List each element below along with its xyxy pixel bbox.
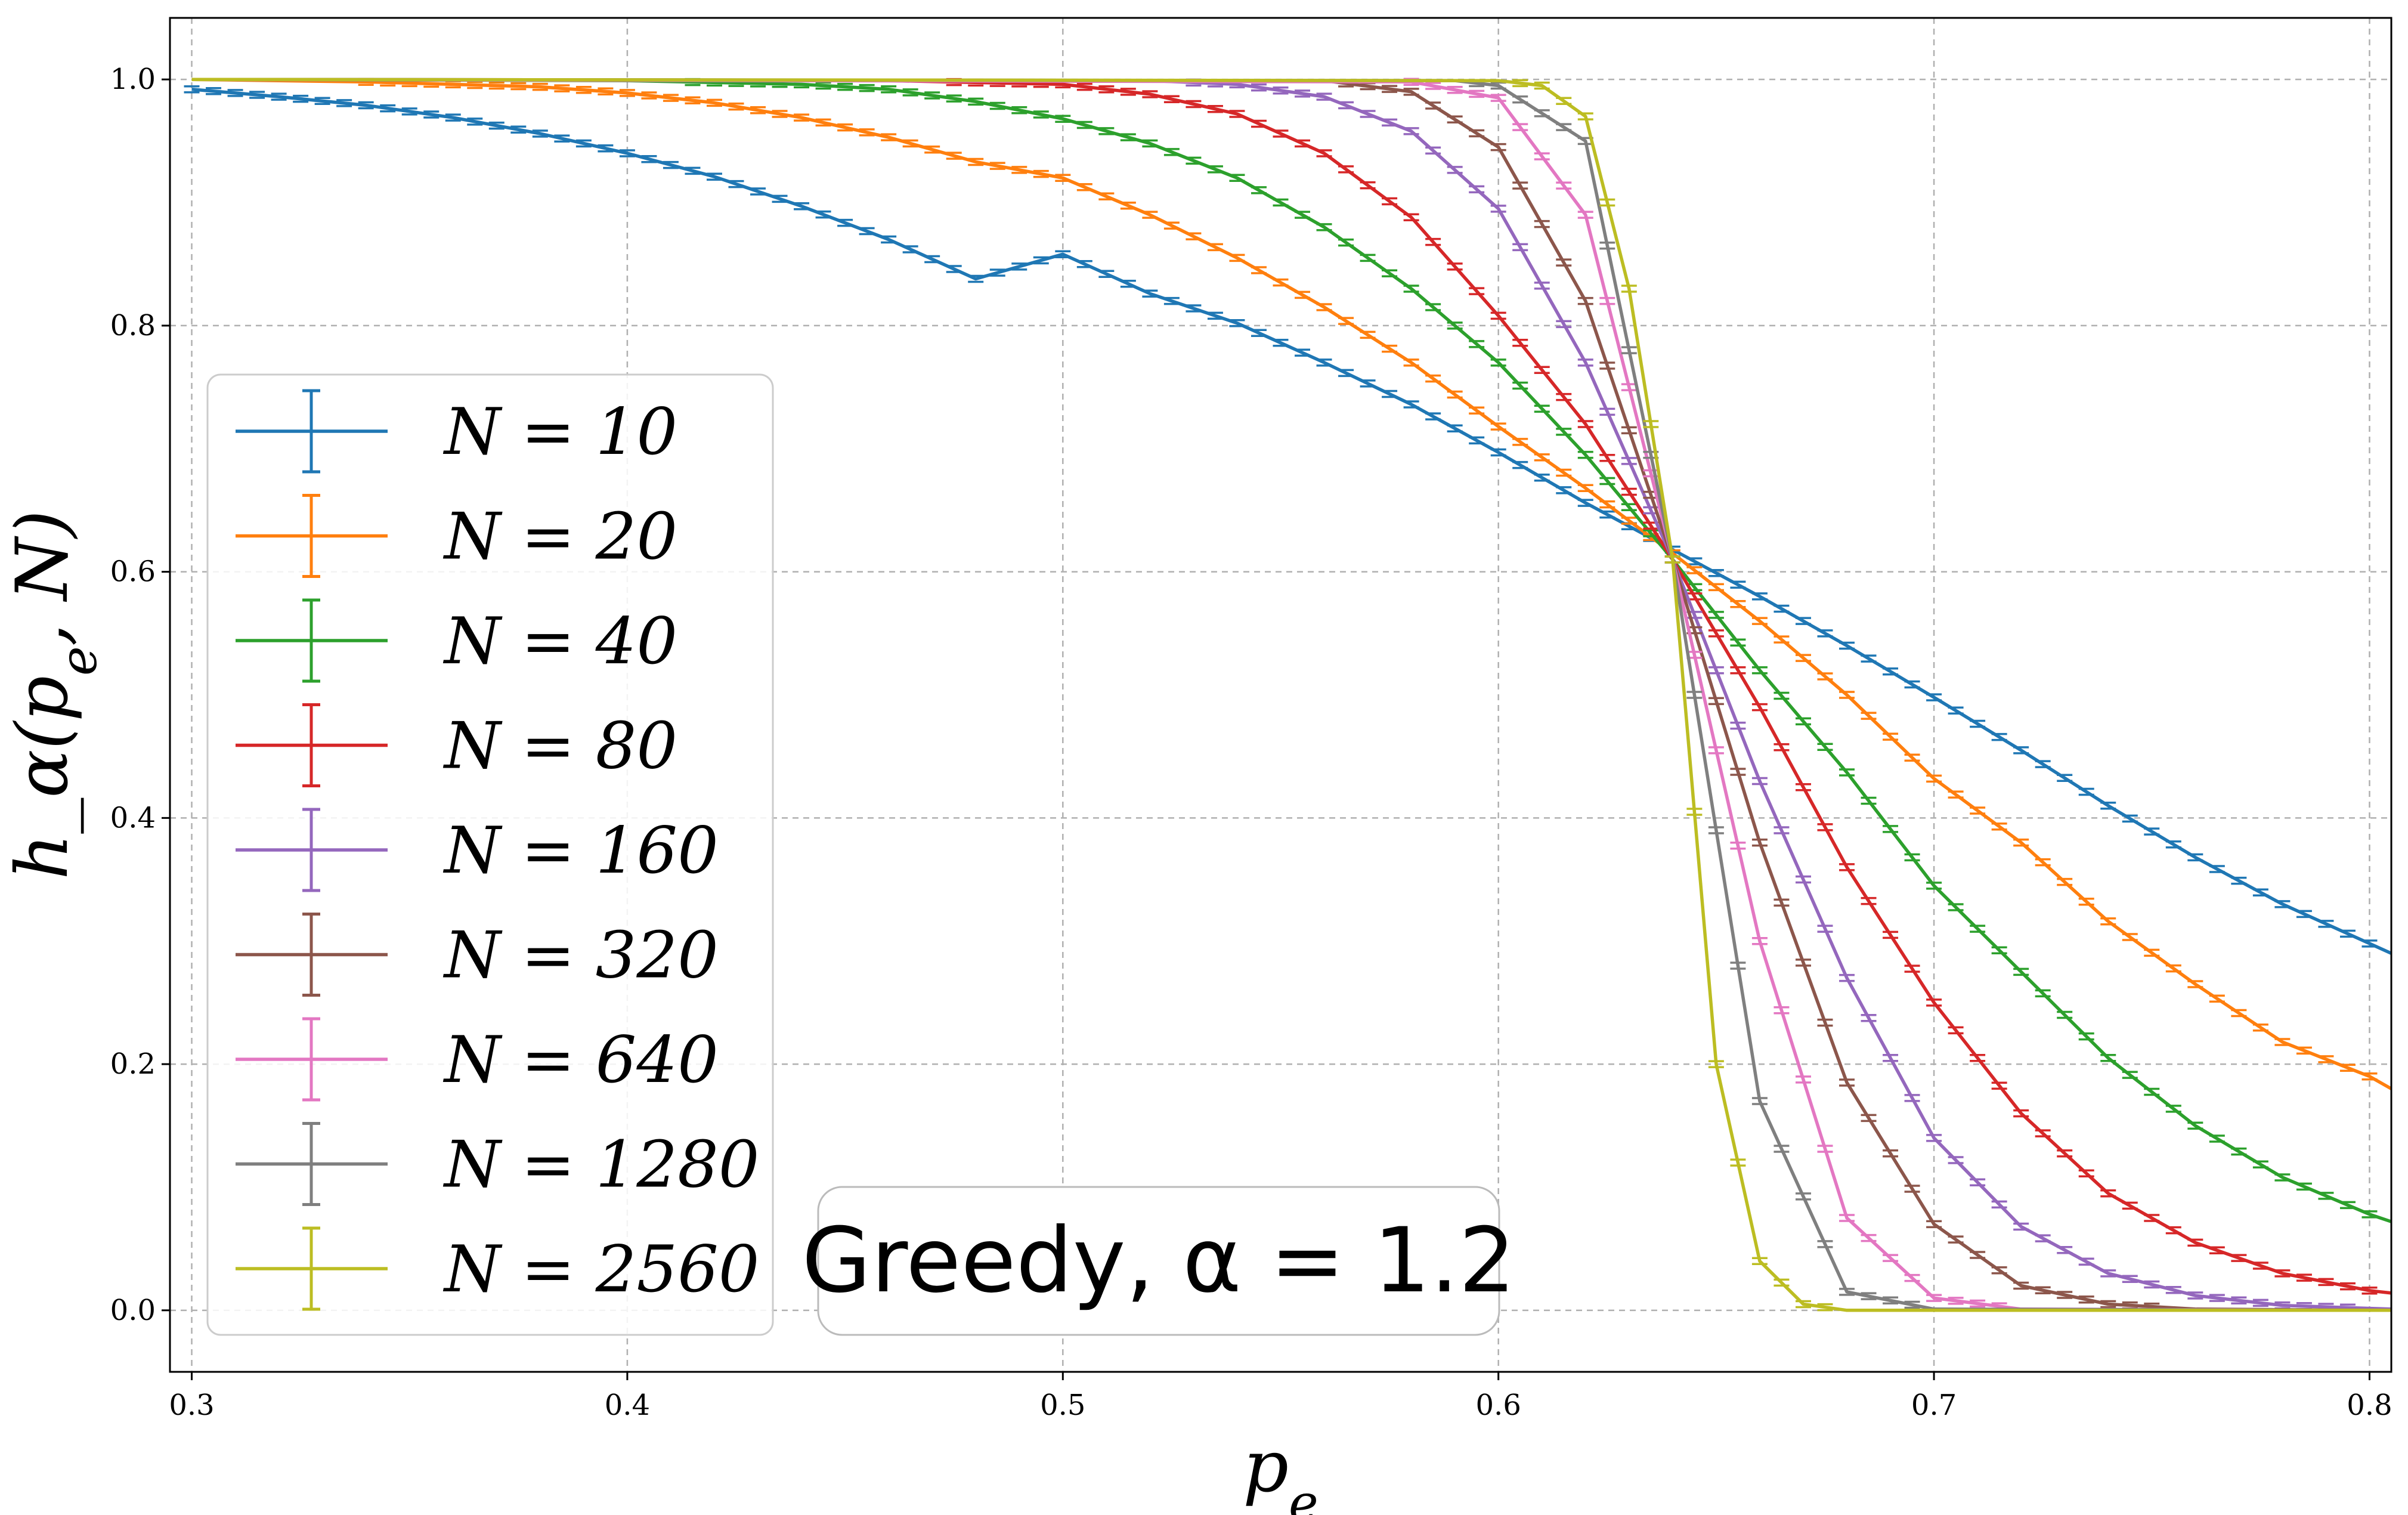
legend-entry: N = 20 — [236, 494, 677, 578]
y-tick-label: 0.6 — [110, 555, 156, 589]
legend-entry: N = 40 — [236, 598, 677, 683]
plot-frame — [169, 17, 2392, 1373]
axis-label-group: pe h_α(pe, N) — [1, 510, 1318, 1515]
series-line — [191, 78, 2392, 1312]
legend-label: N = 20 — [442, 500, 677, 574]
tick-group: 0.3 0.4 0.5 0.6 0.7 0.8 0.0 0.2 0.4 0.6 0.8 1.0 — [110, 63, 2392, 1422]
y-tick-label: 1.0 — [110, 63, 156, 96]
legend-label: N = 640 — [442, 1023, 719, 1097]
x-tick-label: 0.8 — [2347, 1389, 2392, 1422]
legend-entry: N = 2560 — [236, 1226, 760, 1311]
x-axis-label: pe — [1243, 1426, 1318, 1515]
series-line — [191, 78, 2392, 1311]
legend-entry: N = 10 — [236, 389, 677, 474]
series-9 — [191, 78, 2391, 1312]
annotation-text: Greedy, α = 1.2 — [802, 1209, 1516, 1313]
y-tick-label: 0.8 — [110, 309, 156, 342]
legend-label: N = 2560 — [442, 1232, 760, 1307]
y-tick-label: 0.2 — [110, 1047, 156, 1081]
legend-label: N = 80 — [442, 709, 677, 784]
legend: N = 10 N = 20 N = 40 N = 80 N = 160 N = 320 N … — [206, 373, 774, 1336]
series-line — [191, 78, 2392, 1312]
x-tick-label: 0.3 — [169, 1389, 214, 1422]
series-line — [191, 78, 2392, 1223]
series-line — [191, 78, 2391, 1312]
legend-label: N = 160 — [442, 814, 719, 888]
legend-label: N = 1280 — [442, 1128, 760, 1202]
y-tick-label: 0.0 — [110, 1294, 156, 1327]
legend-label: N = 40 — [442, 604, 677, 679]
legend-entry: N = 160 — [236, 808, 719, 892]
x-tick-label: 0.7 — [1911, 1389, 1957, 1422]
annotation: Greedy, α = 1.2 — [802, 1186, 1516, 1336]
legend-entry: N = 640 — [236, 1017, 719, 1102]
series-line — [191, 87, 2392, 955]
y-tick-label: 0.4 — [110, 801, 156, 834]
legend-label: N = 10 — [442, 395, 677, 469]
x-tick-label: 0.5 — [1040, 1389, 1085, 1422]
legend-entry: N = 1280 — [236, 1122, 760, 1206]
legend-label: N = 320 — [442, 919, 719, 993]
series-line — [191, 78, 2392, 1090]
legend-entry: N = 320 — [236, 913, 719, 997]
x-tick-label: 0.4 — [605, 1389, 650, 1422]
y-axis-label: h_α(pe, N) — [1, 510, 108, 880]
annotation-box — [817, 1186, 1500, 1336]
legend-entry: N = 80 — [236, 703, 677, 787]
legend-box — [206, 373, 774, 1336]
series-2 — [191, 78, 2392, 1090]
series-group — [184, 78, 2392, 1312]
x-tick-label: 0.6 — [1476, 1389, 1521, 1422]
